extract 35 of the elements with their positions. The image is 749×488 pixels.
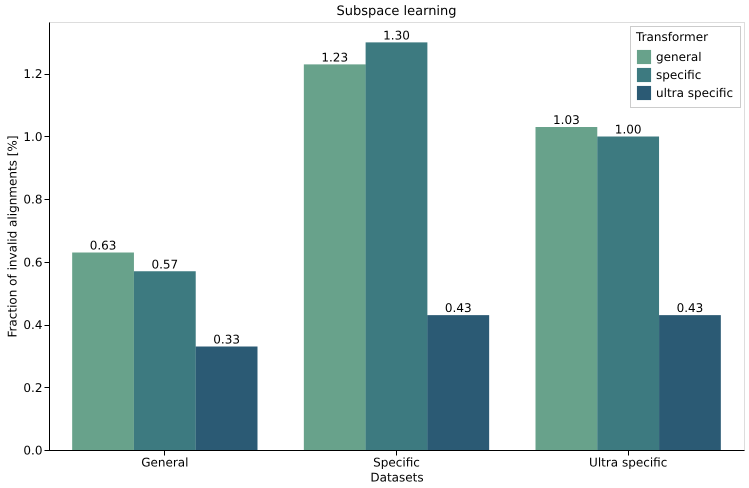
y-tick-label: 1.0: [23, 130, 42, 144]
y-tick-label: 0.0: [23, 444, 42, 458]
bar: [304, 64, 366, 450]
bar: [196, 346, 258, 450]
x-tick-label: General: [141, 456, 188, 470]
data-label: 1.30: [383, 28, 410, 42]
data-label: 1.00: [614, 122, 642, 136]
chart-title: Subspace learning: [336, 4, 457, 19]
y-tick-label: 0.4: [23, 318, 42, 332]
bar: [366, 42, 428, 450]
data-label: 0.43: [444, 301, 472, 316]
y-axis-title: Fraction of invalid alignments [%]: [5, 135, 20, 338]
y-tick-label: 1.2: [23, 67, 42, 82]
y-tick-label: 0.2: [23, 380, 42, 395]
data-label: 0.63: [90, 238, 116, 252]
x-axis-title: Datasets: [370, 470, 424, 484]
bar: [72, 252, 134, 450]
legend-label: specific: [656, 68, 702, 82]
data-label: 1.23: [321, 50, 348, 64]
data-label: 0.33: [213, 332, 240, 347]
y-tick-label: 0.6: [23, 255, 42, 270]
y-tick-label: 0.8: [23, 192, 42, 207]
bar: [659, 315, 721, 450]
bar: [134, 271, 196, 450]
x-tick-label: Ultra specific: [589, 456, 668, 470]
x-tick-label: Specific: [373, 456, 420, 470]
bar: [536, 127, 598, 450]
legend-title: Transformer: [635, 30, 708, 44]
bar: [427, 315, 490, 450]
legend-label: ultra specific: [656, 86, 734, 100]
data-label: 0.43: [676, 301, 704, 316]
data-label: 1.03: [553, 113, 580, 128]
legend-label: general: [656, 50, 702, 64]
data-label: 0.57: [151, 257, 178, 272]
bar: [597, 136, 660, 450]
